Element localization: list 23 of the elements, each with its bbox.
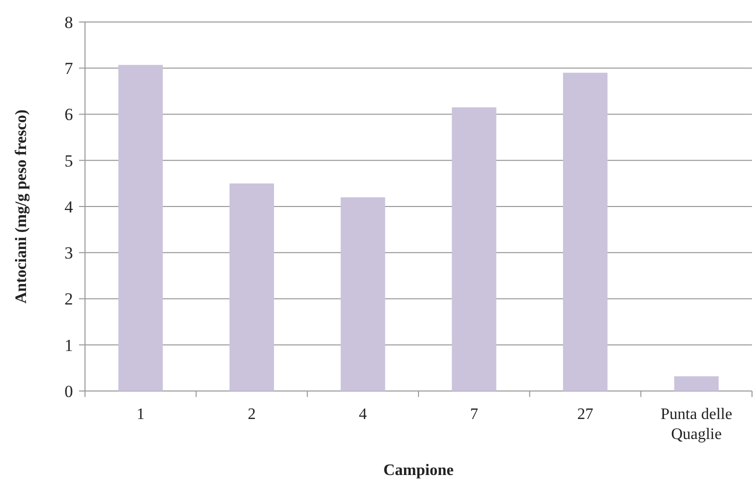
- y-tick-label: 2: [64, 290, 73, 309]
- bar: [452, 107, 496, 391]
- bar: [340, 197, 386, 391]
- y-tick-label: 7: [64, 59, 74, 78]
- bar: [230, 183, 274, 391]
- y-tick-label: 3: [64, 244, 73, 263]
- x-tick-label: 7: [470, 406, 478, 423]
- x-axis-title: Campione: [383, 462, 454, 479]
- x-tick-label: Punta delle Quaglie: [660, 406, 732, 443]
- y-tick-label: 8: [64, 12, 73, 32]
- y-tick-label: 0: [64, 382, 73, 401]
- x-tick-label: 4: [358, 406, 367, 423]
- bar: [563, 72, 608, 391]
- bar: [674, 376, 719, 391]
- x-tick-label: 1: [136, 406, 145, 423]
- y-tick-label: 5: [64, 151, 73, 170]
- y-tick-label: 4: [64, 197, 74, 216]
- y-tick-label: 6: [64, 105, 73, 124]
- bar: [118, 64, 163, 391]
- x-tick-label: 2: [248, 406, 256, 423]
- x-tick-label: 27: [577, 406, 594, 423]
- y-axis-title: Antociani (mg/g peso fresco): [13, 110, 30, 304]
- y-tick-label: 1: [64, 336, 73, 355]
